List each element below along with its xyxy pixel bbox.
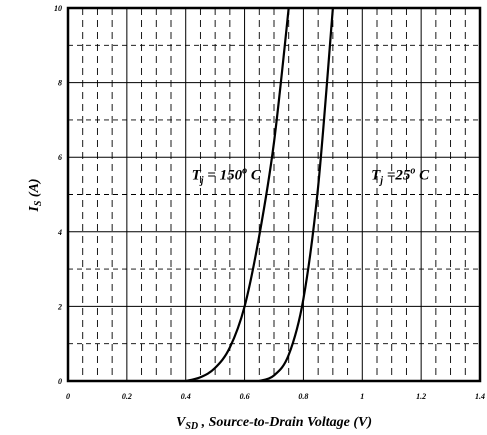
grid — [66, 6, 482, 383]
x-tick-label: 0.4 — [181, 392, 191, 401]
series-curve-1 — [185, 7, 290, 383]
y-tick-label: 2 — [57, 302, 62, 311]
tick-labels: 0 0.2 0.4 0.6 0.8 1 1.2 1.4 0 2 4 6 8 10 — [54, 4, 485, 401]
x-tick-label: 1.4 — [475, 392, 485, 401]
x-tick-label: 0.6 — [240, 392, 250, 401]
y-tick-label: 10 — [54, 4, 62, 13]
annotations: Tj = 150o C Tj =25o C — [192, 166, 431, 187]
y-tick-label: 8 — [58, 79, 62, 88]
x-tick-label: 0.8 — [298, 392, 308, 401]
series-curve-2 — [258, 7, 334, 383]
y-axis-title: IS (A) — [27, 178, 44, 212]
x-axis-title: VSD , Source-to-Drain Voltage (V) — [176, 415, 372, 432]
plot-frame — [66, 6, 482, 383]
series-layer — [185, 7, 334, 383]
temperature-label-1: Tj = 150o C — [192, 166, 262, 187]
x-tick-label: 1 — [360, 392, 364, 401]
y-tick-label: 6 — [58, 153, 62, 162]
temperature-label-2: Tj =25o C — [371, 166, 430, 187]
x-tick-label: 0 — [66, 392, 70, 401]
x-tick-label: 1.2 — [416, 392, 426, 401]
x-tick-label: 0.2 — [122, 392, 132, 401]
y-tick-label: 4 — [57, 228, 62, 237]
y-tick-label: 0 — [58, 377, 62, 386]
